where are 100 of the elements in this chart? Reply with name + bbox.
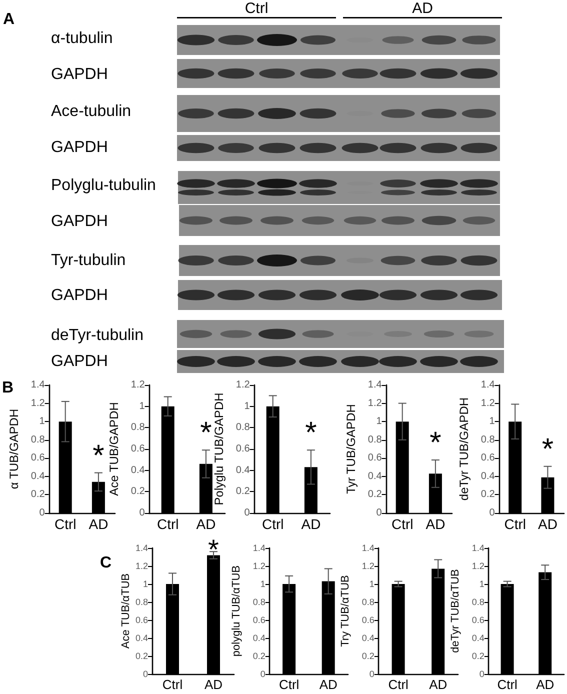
x-tick-label: Ctrl [391,516,414,532]
x-tick-label: Ctrl [497,677,518,692]
x-tick-label: Ctrl [162,677,183,692]
y-tick-label: 1 [369,579,374,589]
y-tick-label: 0 [376,508,382,518]
y-tick-label: 1 [244,400,250,412]
y-axis-title: deTyr TUB/αTUB [450,569,462,653]
y-tick-label: 0.6 [30,452,46,464]
y-axis-title: Polyglu TUB/GAPDH [212,392,226,506]
x-tick-label: AD [426,516,446,532]
x-tick-label: AD [196,516,216,532]
text: GAPDH [51,65,108,85]
x-tick-label: AD [88,516,108,532]
y-tick-label: 0.2 [368,489,382,500]
y-tick-label: 0.6 [135,615,148,625]
y-tick-label: 0.8 [362,597,374,607]
x-tick-label: AD [429,677,448,692]
y-tick-label: 0 [244,508,250,518]
y-axis-title: Try TUB/αTUB [340,575,352,647]
annotation: * [305,416,318,450]
y-tick-label: 1 [39,416,46,428]
y-tick-label: 0.6 [472,615,484,625]
y-tick-label: 0.4 [30,470,46,482]
y-tick-label: 1.2 [362,561,374,571]
y-axis-title: Ace TUB/αTUB [120,573,132,649]
text: GAPDH [51,352,108,372]
text: AD [412,0,433,17]
y-tick-label: 1.4 [135,543,148,553]
y-tick-label: 0.4 [480,470,496,482]
y-tick-label: 0.2 [252,651,266,661]
y-tick-label: 0.6 [252,615,266,625]
annotation: * [430,426,442,460]
y-tick-label: 0.2 [236,486,250,498]
y-tick-label: 0.6 [480,452,496,464]
y-tick-label: 0.8 [252,597,266,607]
x-tick-label: Ctrl [388,677,409,692]
x-tick-label: Ctrl [156,516,179,532]
text: A [3,11,15,29]
x-tick-label: Ctrl [504,516,526,532]
x-tick-label: Ctrl [262,516,284,532]
y-tick-label: 0.8 [130,422,146,434]
y-tick-label: 1 [139,400,146,412]
y-tick-label: 1.4 [368,380,382,390]
y-tick-label: 0.4 [135,633,148,643]
y-tick-label: 1.4 [30,380,46,390]
y-tick-label: 0 [260,669,266,679]
y-axis-title: Ace TUB/GAPDH [107,402,121,496]
y-tick-label: 1.2 [252,561,266,571]
y-tick-label: 1.4 [480,380,496,390]
y-tick-label: 1.2 [135,561,148,571]
annotation: * [200,416,212,450]
y-tick-label: 0.4 [130,464,146,476]
y-tick-label: 1 [142,579,148,589]
chart-title: B [2,380,14,396]
y-tick-label: 1.4 [472,543,484,553]
y-tick-label: 0.8 [135,597,148,607]
y-tick-label: 1 [376,416,382,428]
y-tick-label: 1.2 [472,561,484,571]
y-tick-label: 1.2 [30,398,46,409]
y-tick-label: 1.4 [362,543,374,553]
y-tick-label: 1 [479,579,484,589]
y-tick-label: 0.6 [368,452,382,464]
y-axis-title: polyglu TUB/αTUB [230,565,242,657]
text: α-tubulin [51,29,113,49]
y-tick-label: 0.8 [472,597,484,607]
text: deTyr-tubulin [51,326,144,346]
y-tick-label: 0.2 [472,651,484,661]
y-tick-label: 1.2 [368,398,382,409]
y-tick-label: 0 [479,669,484,679]
y-tick-label: 1 [260,579,266,589]
y-tick-label: 0.4 [368,470,382,482]
y-tick-label: 0.2 [362,651,374,661]
y-tick-label: 1.4 [252,543,266,553]
text: GAPDH [51,212,108,232]
x-tick-label: Ctrl [54,516,76,532]
y-tick-label: 1.2 [236,380,250,390]
y-tick-label: 0.8 [236,422,250,434]
x-tick-label: AD [538,516,558,532]
annotation: * [542,432,554,466]
y-axis-title: Tyr TUB/GAPDH [344,404,358,494]
x-tick-label: AD [204,677,223,692]
y-tick-label: 0 [142,669,148,679]
y-tick-label: 0 [489,508,496,518]
y-tick-label: 0.4 [236,464,250,476]
y-axis-title: α TUB/GAPDH [7,408,21,490]
y-tick-label: 0.4 [362,633,374,643]
y-tick-label: 0.8 [480,434,496,446]
y-tick-label: 0.8 [368,434,382,446]
text: GAPDH [51,286,108,306]
y-tick-label: 0.6 [236,444,250,454]
y-tick-label: 0.4 [472,633,484,643]
chart-title: C [100,554,112,572]
y-axis-title: deTyr TUB/GAPDH [457,397,471,501]
y-tick-label: 1.2 [480,398,496,409]
text: Polyglu-tubulin [51,176,156,196]
text: Ace-tubulin [51,102,132,122]
y-tick-label: 0.8 [30,434,46,446]
y-tick-label: 1.2 [130,380,146,390]
x-tick-label: AD [536,677,554,692]
y-tick-label: 0.6 [362,615,374,625]
